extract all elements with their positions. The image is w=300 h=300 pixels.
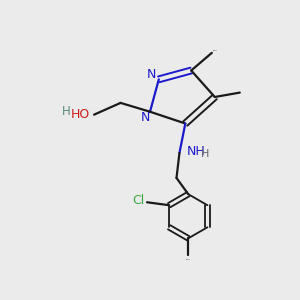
Text: Cl: Cl (132, 194, 144, 207)
Text: N: N (147, 68, 156, 81)
Text: methyl: methyl (213, 49, 218, 50)
Text: H: H (62, 105, 70, 118)
Text: NH: NH (187, 145, 206, 158)
Text: H: H (201, 149, 209, 159)
Text: HO: HO (70, 108, 90, 121)
Text: N: N (141, 110, 150, 124)
Text: methyl: methyl (186, 259, 191, 260)
